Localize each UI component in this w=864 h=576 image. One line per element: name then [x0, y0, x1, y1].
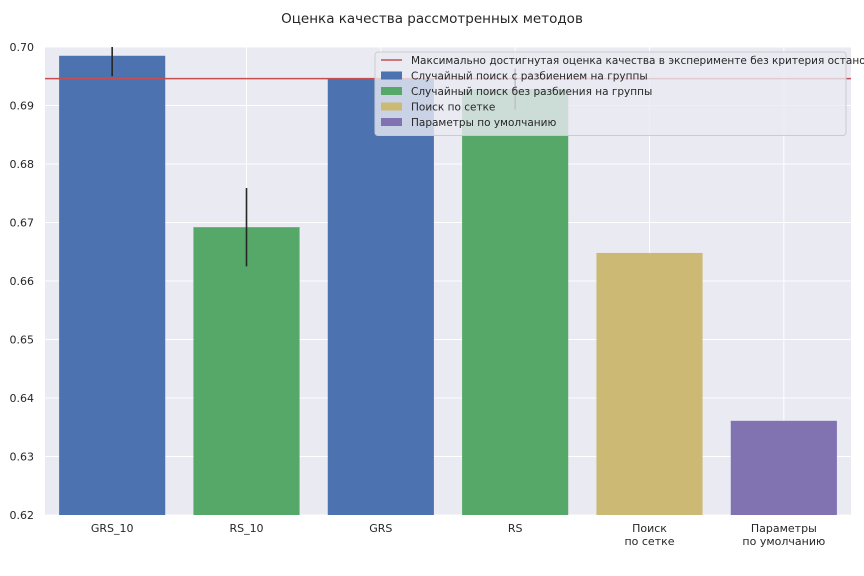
legend-label: Случайный поиск с разбиением на группы	[411, 71, 648, 83]
x-tick-label: по сетке	[624, 535, 674, 548]
x-tick-label: по умолчанию	[742, 535, 825, 548]
y-tick-label: 0.69	[10, 100, 35, 113]
bar	[59, 55, 166, 516]
x-tick-label: GRS_10	[91, 522, 134, 535]
legend-label: Параметры по умолчанию	[411, 117, 556, 129]
legend-swatch	[381, 118, 402, 126]
y-tick-label: 0.64	[10, 392, 35, 405]
y-tick-label: 0.66	[10, 275, 35, 288]
x-tick-label: RS	[508, 522, 523, 535]
legend-swatch	[381, 71, 402, 80]
bar	[462, 89, 569, 516]
x-tick-label: Поиск	[632, 522, 667, 535]
x-tick-label: GRS	[369, 522, 392, 535]
y-tick-label: 0.63	[10, 451, 35, 464]
y-tick-label: 0.68	[10, 158, 35, 171]
x-tick-label: Параметры	[751, 522, 817, 535]
legend-box	[374, 51, 847, 136]
bar	[730, 420, 837, 515]
legend-label: Поиск по сетке	[411, 102, 495, 114]
bar	[193, 227, 300, 515]
legend-label: Случайный поиск без разбиения на группы	[411, 86, 652, 98]
y-tick-label: 0.62	[10, 509, 35, 522]
y-tick-label: 0.67	[10, 217, 35, 230]
legend-swatch	[381, 87, 402, 95]
legend-label: Максимально достигнутая оценка качества …	[411, 55, 864, 67]
x-tick-label: RS_10	[229, 522, 263, 535]
legend-swatch	[381, 102, 402, 111]
y-tick-label: 0.65	[10, 334, 35, 347]
chart-title: Оценка качества рассмотренных методов	[281, 11, 583, 27]
bar	[327, 78, 434, 515]
bar	[596, 252, 703, 516]
y-tick-label: 0.70	[10, 41, 35, 54]
